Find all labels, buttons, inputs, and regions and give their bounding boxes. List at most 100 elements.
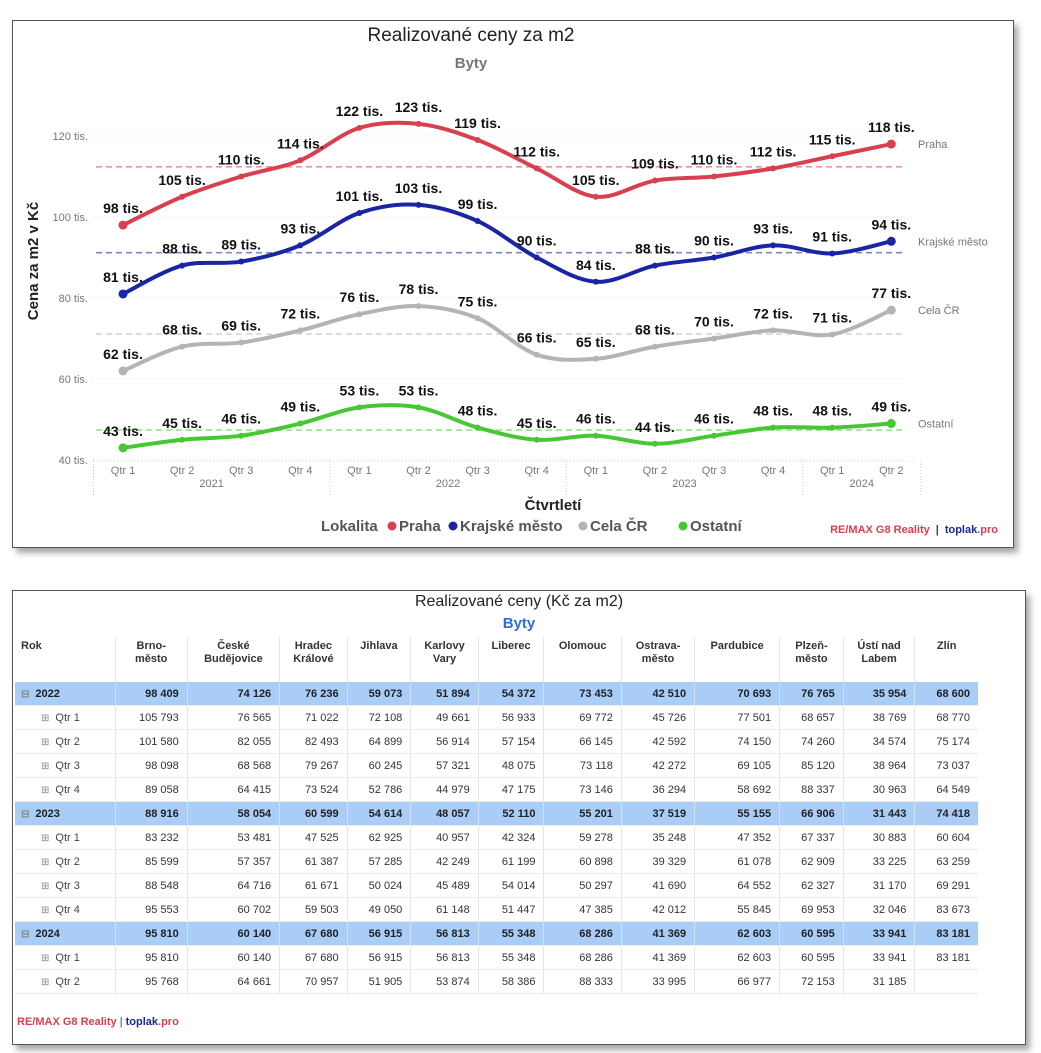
x-tick-label: Qtr 2 [170,465,194,477]
data-point [297,420,304,427]
data-point [474,137,481,144]
row-label: 2022 [35,687,60,700]
table-cell: 105 793 [115,705,188,730]
collapse-icon[interactable]: ⊟ [21,928,30,940]
data-label: 44 tis. [635,419,675,435]
row-label: Qtr 4 [55,903,80,916]
legend-marker [678,521,688,531]
data-point [179,436,186,443]
expand-icon[interactable]: ⊞ [41,952,50,964]
x-tick-label: Qtr 4 [524,465,548,477]
column-header-rok[interactable]: Rok [15,637,116,682]
expand-icon[interactable]: ⊞ [41,760,50,772]
data-labels: 98 tis. 105 tis. 110 tis. 114 tis. 122 tis. 1… [103,99,915,439]
table-cell: 52 110 [478,801,545,826]
row-label: 2023 [35,807,60,820]
data-label: 101 tis. [336,188,383,204]
column-header[interactable]: Pardubice [694,637,781,682]
column-header[interactable]: Olomouc [543,637,622,682]
table-cell: 98 409 [115,682,188,706]
legend-item: Ostatní [690,518,743,535]
table-cell [914,969,978,994]
table-cell: 60 595 [779,921,844,946]
table-cell: 62 603 [694,921,781,946]
table-cell: 59 278 [543,825,622,850]
chart-title: Realizované ceny za m2 [368,25,575,46]
table-cell: 42 324 [478,825,545,850]
expand-icon[interactable]: ⊞ [41,976,50,988]
data-label: 49 tis. [280,399,320,415]
table-cell: 83 181 [914,921,978,946]
expand-icon[interactable]: ⊞ [41,712,50,724]
table-cell: 60 140 [187,945,281,970]
row-header: ⊞ Qtr 2 [15,969,116,994]
data-label: 88 tis. [162,241,202,257]
table-cell: 56 933 [478,705,545,730]
column-header[interactable]: Plzeň-město [779,637,844,682]
y-tick-label: 100 tis. [53,212,88,224]
column-header[interactable]: Ostrava-město [621,637,696,682]
expand-icon[interactable]: ⊞ [41,880,50,892]
column-header[interactable]: Zlín [936,640,957,652]
data-point [829,424,836,431]
data-point [592,278,599,285]
column-header[interactable]: Ústí nad Labem [843,637,916,682]
data-point [297,242,304,249]
table-cell: 47 352 [694,825,781,850]
data-label: 66 tis. [517,330,557,346]
data-label: 49 tis. [871,399,911,415]
data-label: 43 tis. [103,423,143,439]
table-cell: 30 883 [843,825,916,850]
table-header-row: Rok Brno-město České Budějovice Hradec Králov… [15,637,978,682]
column-header[interactable]: Karlovy Vary [410,637,479,682]
data-label: 69 tis. [221,318,261,334]
table-cell: 68 770 [914,705,978,730]
table-cell: 34 574 [843,729,916,754]
x-tick-label: Qtr 2 [643,465,667,477]
series-line-ostatn- [121,403,894,450]
row-header: ⊞ Qtr 1 [15,825,116,850]
table-cell: 32 046 [843,897,916,922]
data-label: 105 tis. [572,172,619,188]
data-point [415,404,422,411]
column-header[interactable]: Brno-město [115,637,188,682]
data-point [238,258,245,265]
expand-icon[interactable]: ⊞ [41,856,50,868]
data-point [886,139,896,149]
data-label: 75 tis. [458,293,498,309]
expand-icon[interactable]: ⊞ [41,904,50,916]
expand-icon[interactable]: ⊞ [41,736,50,748]
table-cell: 64 716 [187,873,281,898]
table-cell: 60 604 [914,825,978,850]
column-header[interactable]: Hradec Králové [279,637,348,682]
table-cell: 60 898 [543,849,622,874]
table-cell: 70 957 [279,969,348,994]
data-point [651,177,658,184]
table-cell: 88 916 [115,801,188,826]
collapse-icon[interactable]: ⊟ [21,808,30,820]
data-point [118,366,128,376]
table-cell: 67 680 [279,921,348,946]
table-cell: 54 372 [478,682,545,706]
column-header[interactable]: Jihlava [347,637,412,682]
expand-icon[interactable]: ⊞ [41,784,50,796]
y-tick-label: 80 tis. [59,293,88,305]
table-cell: 98 098 [115,753,188,778]
table-cell: 64 661 [187,969,281,994]
data-label: 46 tis. [694,411,734,427]
table-cell: 66 977 [694,969,781,994]
column-header[interactable]: České Budějovice [187,637,281,682]
table-cell: 41 369 [621,921,696,946]
column-header[interactable]: Liberec [478,637,545,682]
data-point [592,355,599,362]
data-label: 90 tis. [517,233,557,249]
data-point [711,335,717,342]
table-cell: 56 813 [410,921,479,946]
data-point [770,242,777,249]
collapse-icon[interactable]: ⊟ [21,688,30,700]
expand-icon[interactable]: ⊞ [41,832,50,844]
row-label: Qtr 4 [55,783,80,796]
data-label: 119 tis. [454,115,501,131]
brand-toplak: toplak [125,1016,159,1028]
data-label: 89 tis. [221,237,261,253]
